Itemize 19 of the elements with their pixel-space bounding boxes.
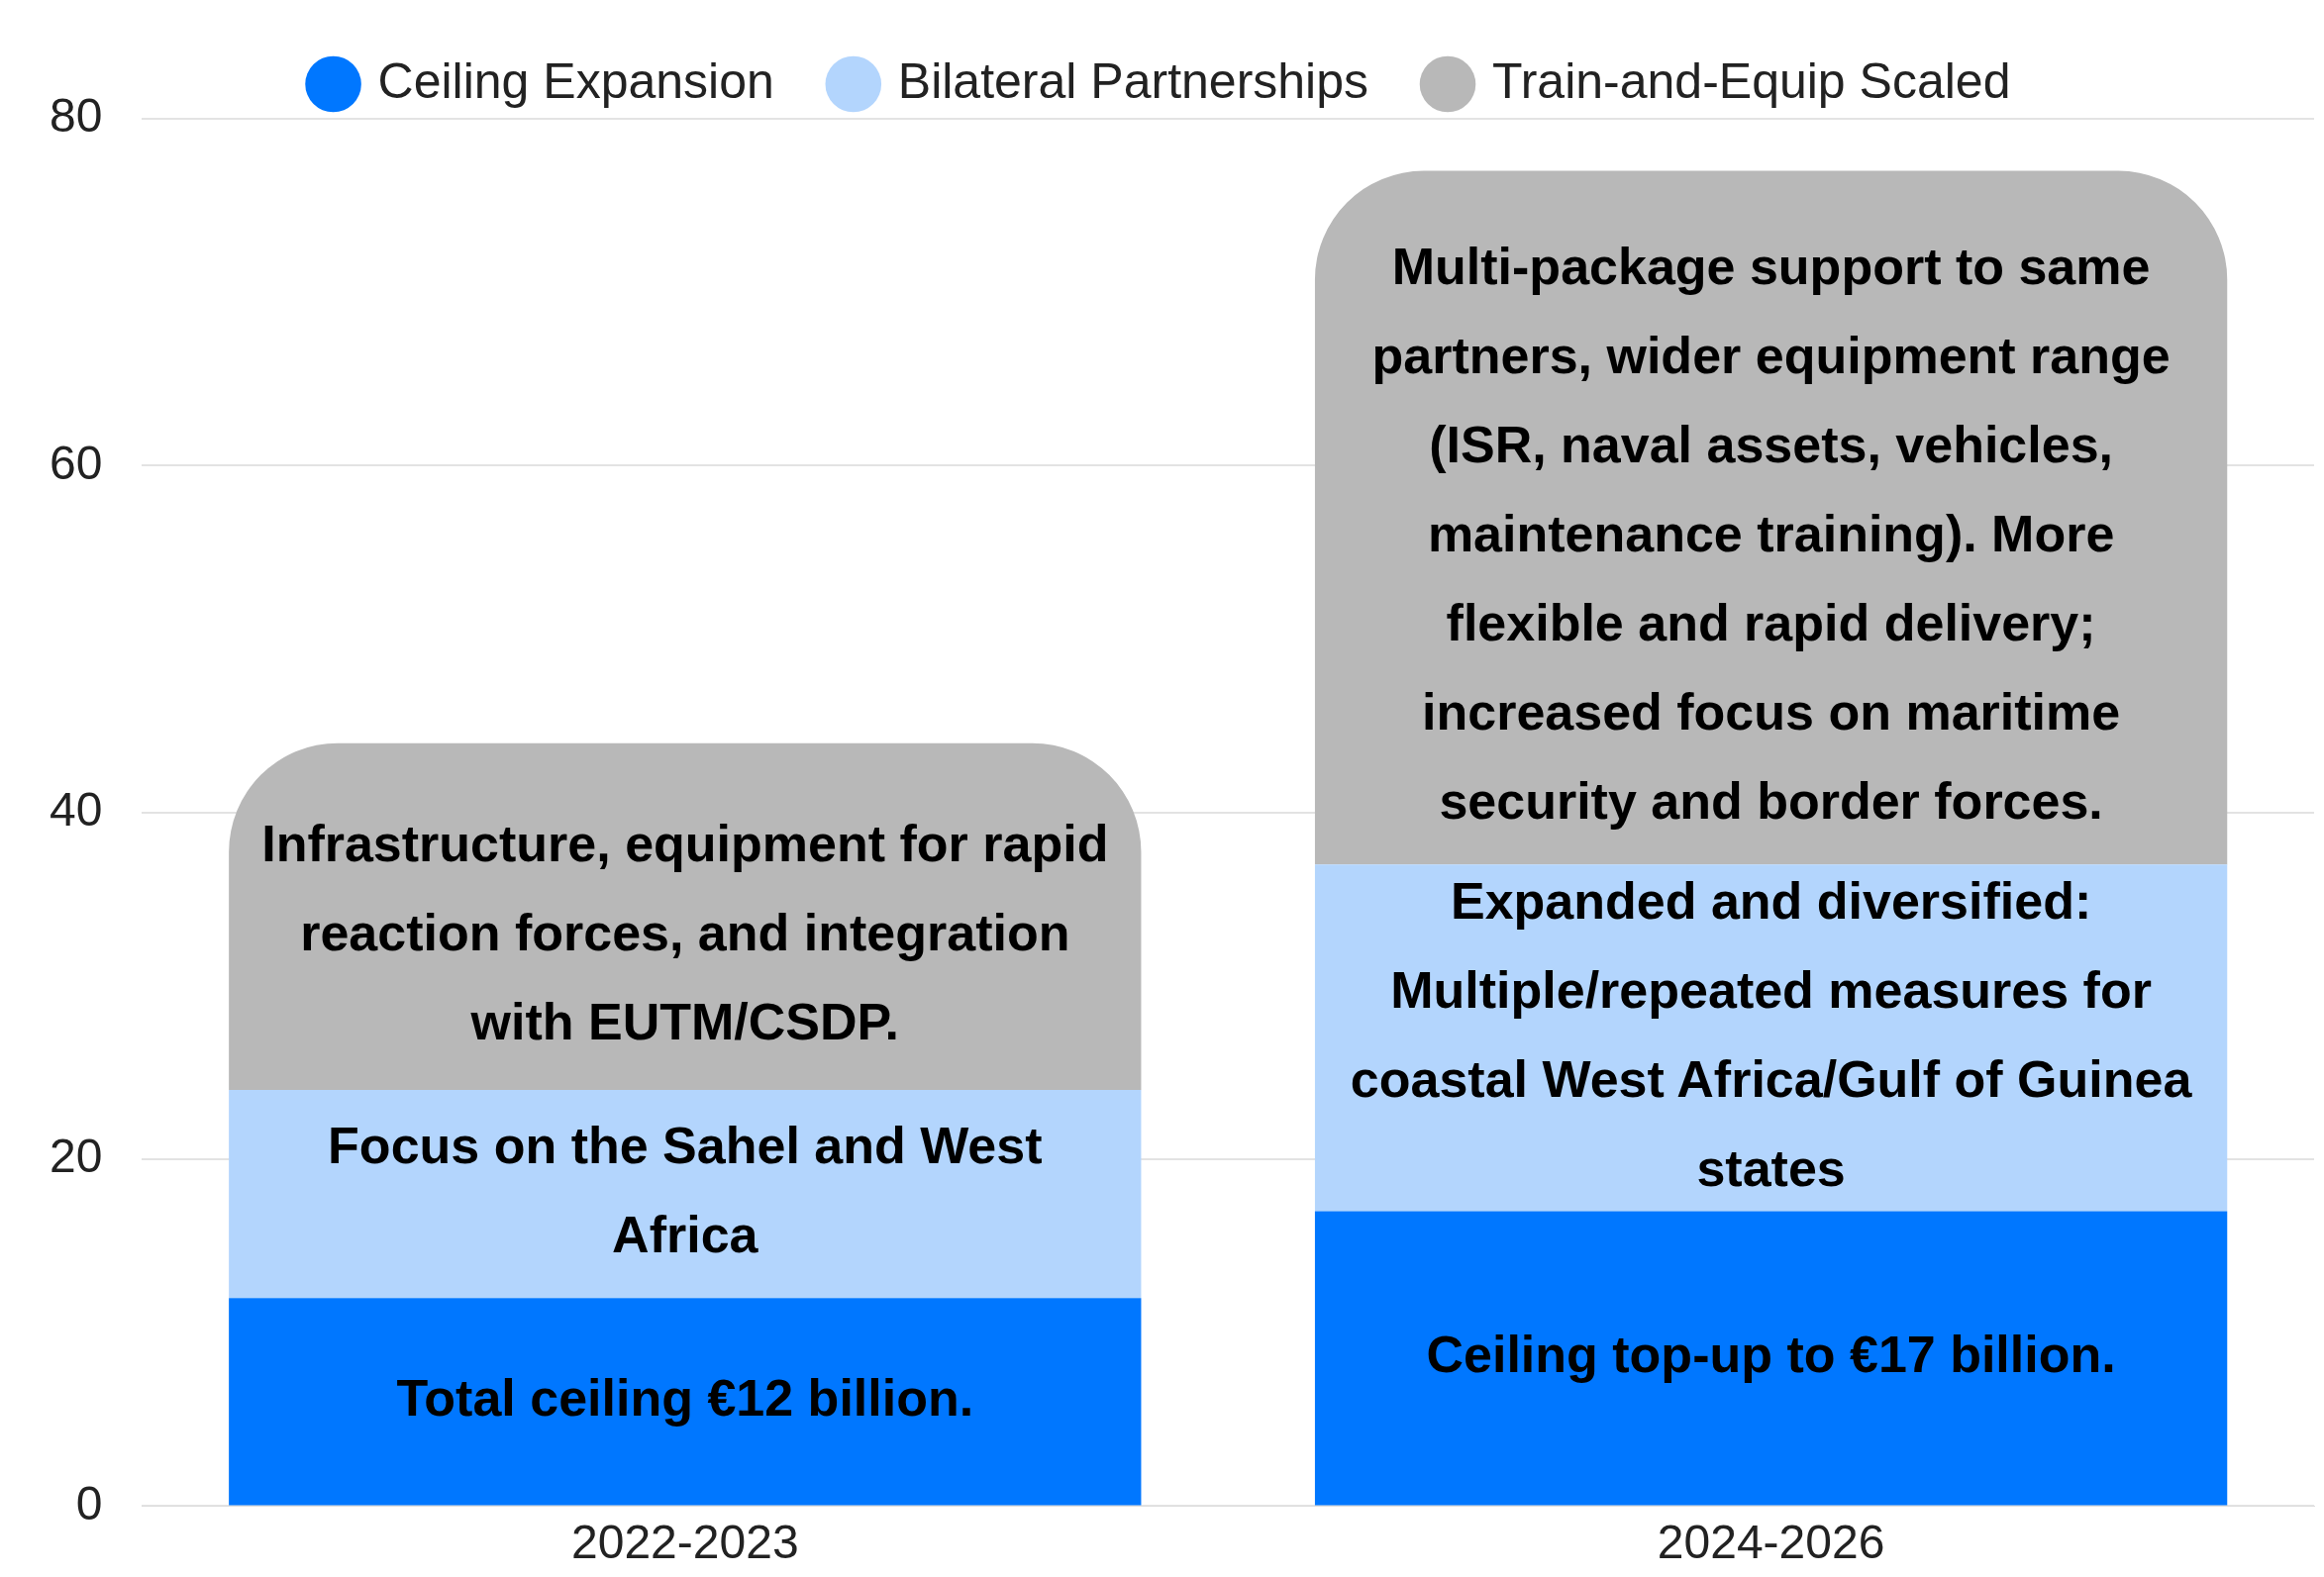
y-tick-label: 40 (50, 782, 103, 836)
data-label: Ceiling top-up to €17 billion. (1426, 1326, 2116, 1384)
data-label: Focus on the Sahel and West Africa (328, 1117, 1043, 1264)
legend-label: Train-and-Equip Scaled (1492, 52, 2011, 109)
x-tick-label: 2022-2023 (571, 1516, 799, 1569)
bar (229, 1089, 1142, 1299)
data-label: Total ceiling €12 billion. (396, 1369, 974, 1428)
data-label: Expanded and diversified: Multiple/repeated measures for coastal West Africa/Gulf of Guinea states (1350, 871, 2193, 1197)
data-label: Infrastructure, equipment for rapid reaction forces, and integration with EUTM/CSDP. (261, 815, 1109, 1051)
y-tick-label: 80 (50, 89, 103, 143)
legend-label: Ceiling Expansion (377, 52, 774, 109)
y-tick-label: 0 (75, 1476, 103, 1529)
x-tick-label: 2024-2026 (1657, 1516, 1885, 1569)
data-label: Multi-package support to same partners, wider equipment range (ISR, naval assets, vehicles, maintenance training). More flexible and rapid delivery; increased focus on maritime security and border forces. (1371, 238, 2171, 831)
bar (1314, 1211, 2228, 1506)
legend-label: Bilateral Partnerships (897, 52, 1369, 109)
y-tick-label: 20 (50, 1130, 103, 1183)
y-tick-label: 60 (50, 436, 103, 489)
bar (229, 1298, 1142, 1506)
